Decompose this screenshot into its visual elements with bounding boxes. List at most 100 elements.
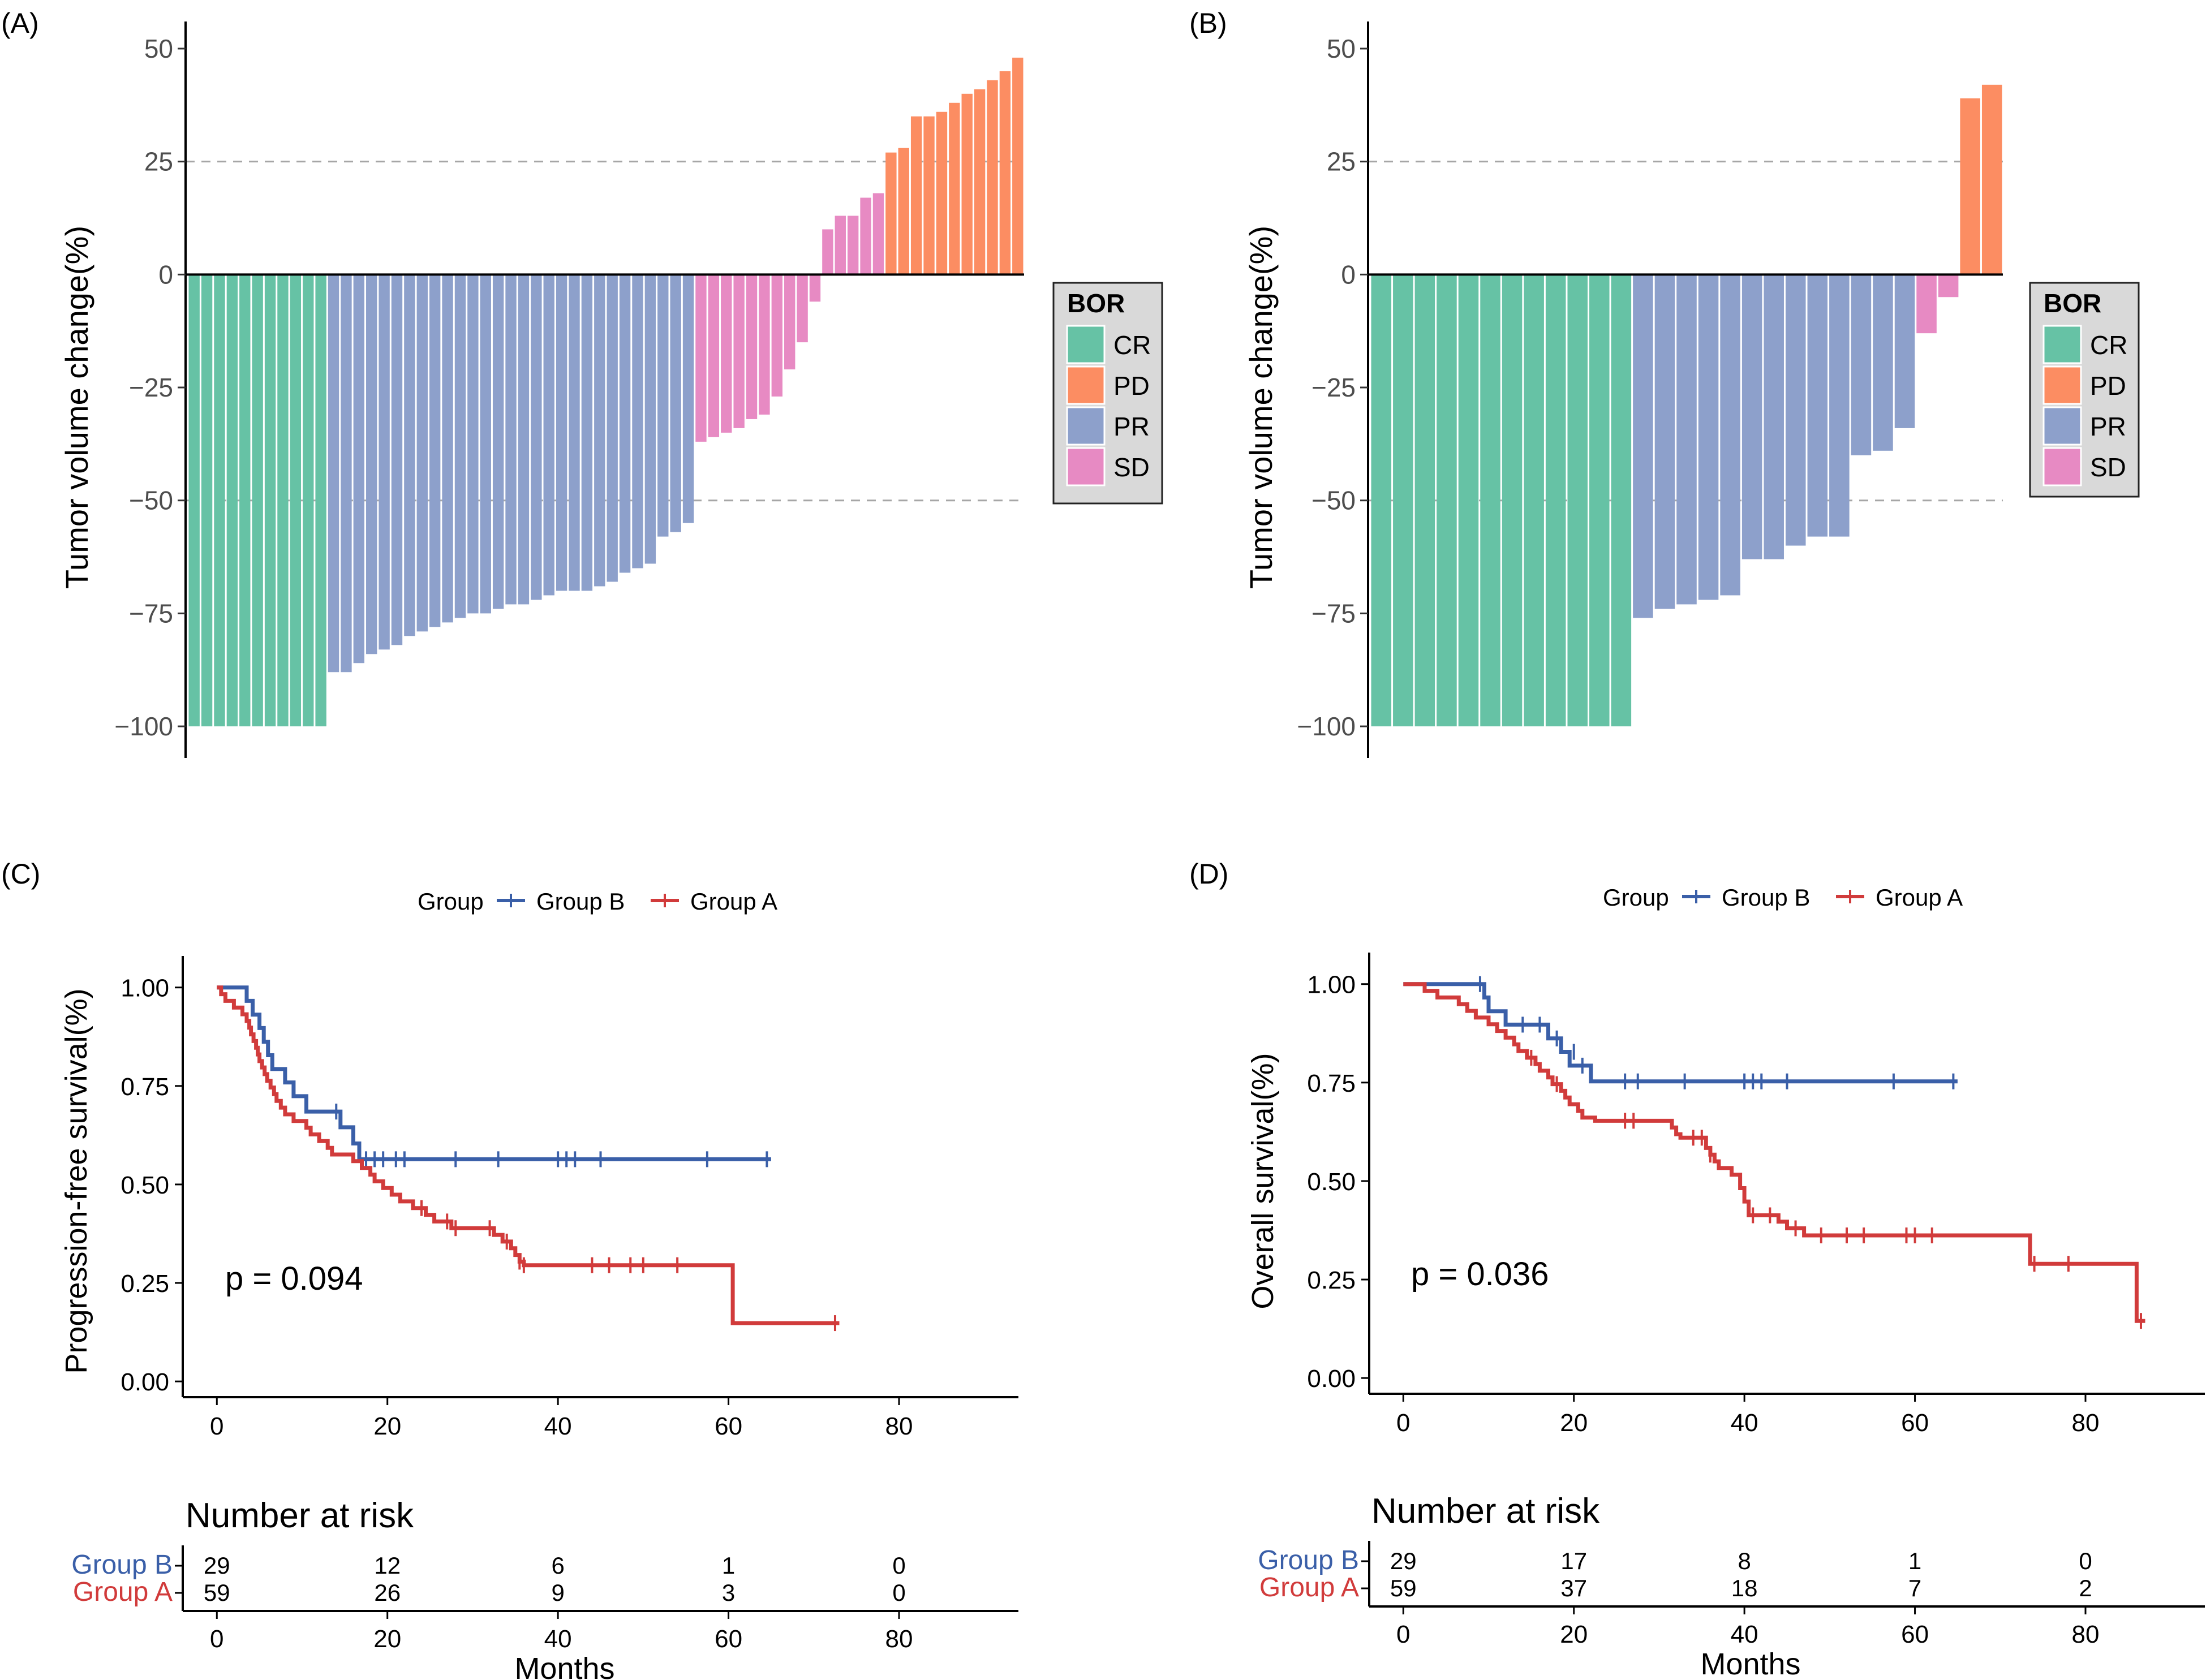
panel-a-bar [835, 216, 846, 275]
panel-a-y-tick-label: 50 [144, 34, 173, 63]
panel-d-risk-x-axis-title: Months [1700, 1647, 1800, 1680]
panel-a-bar [416, 274, 428, 632]
panel-d-risk-row-label: Group A [1259, 1573, 1359, 1603]
panel-a-bar [746, 274, 758, 419]
panel-a-bars [188, 57, 1024, 727]
panel-d-y-tick-label: 0.50 [1307, 1168, 1356, 1196]
panel-b-legend-label: PD [2090, 371, 2126, 400]
panel-c-x-tick-label: 20 [373, 1412, 401, 1440]
panel-a-axes: 50 25 0 −25 −50 −75 −100 [114, 21, 1024, 758]
panel-c-risk-x-tick-label: 80 [885, 1625, 913, 1653]
panel-a-y-axis-title: Tumor volume change(%) [59, 226, 94, 589]
panel-b-label: (B) [1189, 7, 1227, 39]
panel-a-bar [632, 274, 643, 568]
panel-a-bar [974, 89, 986, 275]
panel-a-y-tick-label: 0 [158, 260, 173, 289]
panel-a-legend-key [1066, 325, 1106, 364]
panel-a-bar [543, 274, 554, 596]
panel-d-risk-table-title: Number at risk [1371, 1492, 1600, 1531]
panel-c-x-tick-label: 60 [715, 1412, 742, 1440]
panel-b-bar [1589, 274, 1610, 727]
panel-a-bar [442, 274, 453, 623]
panel-b-y-axis-title: Tumor volume change(%) [1243, 226, 1279, 589]
panel-a-y-tick-label: −25 [129, 373, 173, 402]
panel-b-bar [1567, 274, 1588, 727]
panel-a-bar [454, 274, 466, 618]
panel-c-risk-x-tick-label: 60 [715, 1625, 742, 1653]
panel-b-legend: BOR CR PD PR SD [2029, 282, 2140, 498]
panel-a-bar [644, 274, 656, 564]
panel-b-y-tick-label: 25 [1327, 147, 1356, 176]
panel-c-risk-x-tick-label: 0 [210, 1625, 223, 1653]
panel-d-risk-value: 37 [1560, 1575, 1587, 1601]
panel-a-bar [949, 102, 960, 275]
panel-a-bar [467, 274, 479, 614]
panel-c-risk-x-axis-title: Months [514, 1652, 614, 1680]
panel-a-legend-key [1066, 406, 1106, 446]
panel-d-risk-value: 18 [1731, 1575, 1758, 1601]
panel-a-bar [353, 274, 365, 664]
panel-c-curve-group-a [217, 985, 840, 1325]
panel-b-legend-label: SD [2090, 453, 2126, 482]
panel-b-y-tick-label: 50 [1327, 34, 1356, 63]
panel-c-survival-curves [217, 985, 840, 1332]
panel-a-bar [619, 274, 631, 573]
panel-b-bar [1545, 274, 1566, 727]
panel-c-risk-row-label: Group A [73, 1577, 173, 1607]
panel-a-bar [581, 274, 593, 591]
panel-a-bar [733, 274, 745, 428]
panel-a-legend: BOR CR PD PR SD [1052, 282, 1163, 505]
panel-b-bar [1851, 274, 1872, 455]
panel-a-bar [607, 274, 618, 582]
panel-c-risk-value: 1 [722, 1552, 735, 1579]
panel-b-bar [1960, 98, 1980, 275]
panel-c-risk-value: 26 [374, 1579, 401, 1606]
panel-c-risk-table-title: Number at risk [186, 1496, 414, 1535]
panel-a-y-tick-label: −100 [114, 712, 173, 741]
panel-a-bar [594, 274, 605, 587]
panel-a-legend-label: PD [1113, 371, 1150, 400]
panel-b-bar [1720, 274, 1740, 596]
panel-c: (C) Progression-free survival(%) Group Gr… [1, 858, 1018, 1680]
panel-d-risk-value: 7 [1908, 1575, 1921, 1601]
panel-a-bar [923, 116, 935, 275]
panel-b-legend-key [2042, 365, 2082, 405]
panel-d-risk-value: 2 [2079, 1575, 2092, 1601]
panel-a-bar [872, 193, 884, 275]
panel-d-p-value: p = 0.036 [1411, 1256, 1549, 1293]
panel-a-legend-label: SD [1113, 453, 1150, 482]
panel-d-risk-value: 0 [2079, 1548, 2092, 1574]
panel-a-bar [860, 197, 871, 275]
panel-a-bar [961, 93, 973, 275]
panel-d-label: (D) [1189, 858, 1228, 890]
panel-a-bar [936, 111, 948, 275]
panel-a-bar [999, 71, 1011, 275]
panel-c-legend-label: Group A [690, 888, 777, 915]
panel-c-y-tick-label: 0.50 [121, 1171, 169, 1199]
panel-c-risk-value: 0 [892, 1579, 905, 1606]
panel-c-risk-value: 12 [374, 1552, 401, 1579]
panel-b-bar [1807, 274, 1828, 537]
panel-a-bar [226, 274, 238, 727]
panel-d-survival-curves [1403, 976, 2145, 1329]
panel-a-bar [480, 274, 491, 614]
panel-b-legend-key [2042, 406, 2082, 446]
panel-c-y-tick-label: 0.75 [121, 1073, 169, 1101]
panel-b-bar [1741, 274, 1762, 559]
panel-b-bar [1938, 274, 1959, 298]
panel-a-bar [303, 274, 314, 727]
panel-d-risk-value: 59 [1390, 1575, 1417, 1601]
panel-b-y-tick-label: −100 [1297, 712, 1356, 741]
panel-d: (D) Overall survival(%) Group Group B Grou… [1189, 858, 2205, 1680]
panel-a-bar [277, 274, 289, 727]
panel-a-bar [657, 274, 669, 537]
panel-c-risk-value: 59 [204, 1579, 230, 1606]
panel-c-label: (C) [1, 858, 40, 890]
panel-b-axes: 50 25 0 −25 −50 −75 −100 [1297, 21, 2003, 758]
panel-d-legend-title: Group [1603, 884, 1669, 911]
panel-d-y-tick-label: 0.75 [1307, 1070, 1356, 1097]
panel-d-risk-value: 29 [1390, 1548, 1417, 1574]
